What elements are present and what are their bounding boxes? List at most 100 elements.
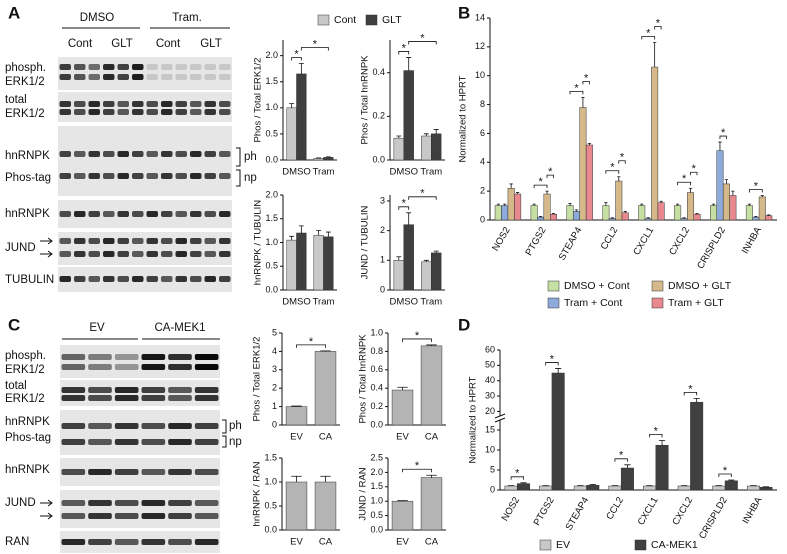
- blot-band: [114, 513, 139, 519]
- bar: [621, 212, 629, 221]
- blot-band: [88, 395, 112, 401]
- blot-band: [141, 500, 166, 506]
- error-bar: [406, 212, 412, 225]
- blot-band: [146, 173, 158, 179]
- bar: [608, 218, 616, 221]
- blot-band: [117, 251, 129, 257]
- blot-band: [59, 251, 71, 257]
- y-tick-label: 50: [485, 360, 495, 370]
- blot-band: [74, 276, 86, 282]
- significance-bracket: [408, 41, 437, 45]
- blot-band: [132, 173, 144, 179]
- x-tick-label: CXCL1: [631, 225, 656, 257]
- bar: [504, 485, 518, 491]
- x-tick-label: CA: [425, 432, 439, 443]
- y-tick-label: 8: [480, 99, 485, 109]
- blot-band: [161, 276, 173, 282]
- blot-band: [114, 387, 139, 393]
- bar: [286, 239, 297, 291]
- x-tick-label: EV: [290, 432, 303, 443]
- error-bar: [289, 235, 295, 241]
- error-bar: [396, 135, 402, 139]
- x-tick-label: CA: [425, 537, 439, 548]
- bar: [638, 205, 646, 221]
- legend-swatch: [317, 14, 330, 26]
- blot-strip: [58, 200, 232, 228]
- bar: [285, 481, 308, 531]
- error-bar: [653, 42, 657, 68]
- y-axis-label: JUND / RAN: [358, 467, 369, 520]
- error-bar: [574, 209, 579, 212]
- significance-label: *: [415, 330, 420, 342]
- y-tick-label: 2.0: [265, 50, 278, 60]
- blot-band: [88, 539, 112, 545]
- blot-band: [219, 64, 231, 70]
- bar: [393, 260, 405, 291]
- bar: [501, 205, 509, 221]
- blot-band: [190, 101, 202, 107]
- error-bar: [581, 96, 585, 108]
- blot-band: [146, 251, 158, 257]
- blot-band: [59, 64, 71, 70]
- blot-band: [103, 238, 115, 244]
- significance-label: *: [721, 127, 726, 139]
- blot-band: [175, 151, 187, 157]
- blot-band: [59, 238, 71, 244]
- blot-band: [175, 211, 187, 217]
- x-tick-label: INHBA: [740, 495, 764, 526]
- blot-band: [114, 439, 139, 445]
- condition-label: Cont: [68, 38, 93, 50]
- blot-band: [219, 151, 231, 157]
- x-tick-label: EV: [396, 537, 409, 548]
- y-tick-label: 15: [485, 424, 495, 434]
- blot-band: [59, 74, 71, 80]
- blot-band: [88, 109, 100, 115]
- bar: [615, 180, 623, 221]
- blot-strip: [58, 267, 232, 292]
- blot-band: [194, 539, 219, 545]
- significance-label: *: [723, 465, 728, 477]
- blot-strip: [58, 92, 232, 122]
- bar: [286, 107, 297, 161]
- bar: [602, 205, 610, 221]
- blot-band: [114, 469, 139, 475]
- blot-band: [88, 469, 112, 475]
- blot-band: [190, 173, 202, 179]
- blot-band: [219, 173, 231, 179]
- blot-band: [168, 364, 192, 370]
- significance-label: *: [619, 450, 624, 462]
- blot-band: [132, 276, 144, 282]
- blot-band: [168, 439, 192, 445]
- error-bar: [496, 203, 500, 206]
- blot-band: [190, 251, 202, 257]
- blot-band: [161, 101, 173, 107]
- blot-band: [175, 276, 187, 282]
- significance-label: *: [656, 17, 661, 29]
- bar: [573, 485, 587, 491]
- significance-label: *: [550, 353, 555, 365]
- legend-swatch: [547, 297, 560, 309]
- blot-band: [161, 151, 173, 157]
- blot-band: [141, 513, 166, 519]
- blot-band: [114, 354, 139, 360]
- error-bar: [520, 482, 527, 484]
- blot-band: [88, 276, 100, 282]
- significance-bracket: [296, 344, 326, 348]
- blot-band: [204, 64, 216, 70]
- significance-bracket: [690, 171, 698, 176]
- y-tick-label: 12: [475, 41, 485, 51]
- blot-strip: [60, 490, 220, 528]
- significance-bracket: [398, 206, 410, 210]
- y-tick-label: 1: [272, 401, 277, 411]
- blot-band: [88, 513, 112, 519]
- blot-band: [146, 276, 158, 282]
- blot-band: [168, 387, 192, 393]
- bar: [543, 193, 551, 221]
- error-bar: [426, 344, 437, 346]
- legend-swatch: [651, 297, 664, 309]
- significance-label: *: [548, 166, 553, 178]
- bar: [393, 137, 405, 161]
- y-tick-label: 1.5: [265, 213, 278, 223]
- blot-band: [88, 500, 112, 506]
- blot-band: [61, 500, 86, 506]
